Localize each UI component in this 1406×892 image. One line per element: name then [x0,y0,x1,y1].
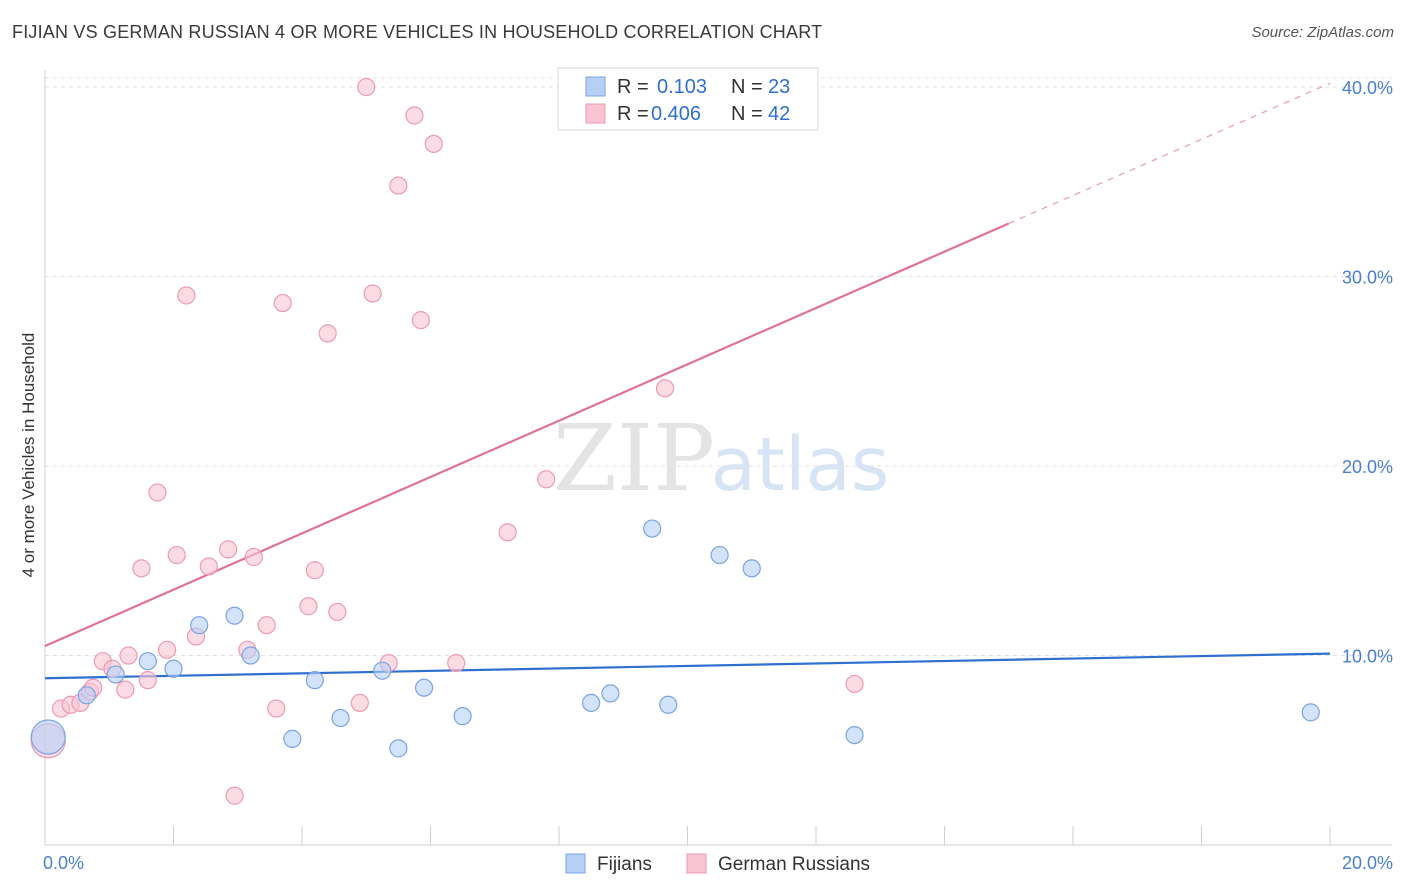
point-german-russians-31 [363,284,382,303]
point-fijians-1 [77,686,96,705]
y-tick-label-10: 10.0% [1342,647,1393,667]
point-german-russians-41 [845,674,864,694]
legend-swatch-fijians [585,76,606,97]
trend-lines [44,82,1331,680]
point-german-russians-34 [405,106,424,125]
trend-line-fijians [44,652,1331,680]
point-german-russians-12 [148,483,167,502]
point-fijians-14 [453,707,472,726]
point-fijians-11 [373,661,392,680]
point-german-russians-39 [537,470,556,489]
point-german-russians-33 [389,176,408,195]
watermark-zip: ZIP [553,405,715,512]
point-german-russians-18 [219,540,238,559]
point-fijians-19 [710,545,729,565]
legend-swatch-german-russians [585,103,606,124]
legend-n-value-german-russians: 42 [768,103,790,125]
point-fijians-3 [138,652,157,671]
watermark-atlas: atlas [711,422,890,508]
point-fijians-20 [742,559,761,578]
point-german-russians-29 [350,693,369,712]
point-german-russians-13 [157,640,177,659]
point-german-russians-37 [447,653,466,673]
point-german-russians-9 [119,646,138,665]
point-fijians-2 [106,665,125,684]
chart-title: FIJIAN VS GERMAN RUSSIAN 4 OR MORE VEHIC… [12,22,823,42]
bottom-legend: Fijians German Russians [565,853,870,875]
point-fijians-18 [659,695,678,714]
point-german-russians-14 [167,545,186,565]
point-german-russians-35 [411,311,430,330]
x-tick-label-min: 0.0% [43,853,84,873]
bottom-legend-swatch-german-russians [686,853,707,874]
bottom-legend-label-fijians: Fijians [597,854,652,875]
point-german-russians-15 [177,286,196,305]
point-german-russians-10 [132,559,151,578]
legend-r-label-german-russians: R = [617,103,649,125]
point-fijians-4 [164,659,183,678]
point-german-russians-8 [116,680,135,699]
tick-labels: 10.0% 20.0% 30.0% 40.0% 0.0% 20.0% [43,78,1393,873]
grid-lines [45,77,1392,657]
legend-r-label-fijians: R = [617,76,649,98]
bottom-legend-swatch-fijians [565,853,586,874]
y-tick-label-40: 40.0% [1342,78,1393,98]
y-tick-label-20: 20.0% [1342,457,1393,477]
chart-source: Source: ZipAtlas.com [1251,24,1394,41]
point-german-russians-36 [424,134,443,153]
legend-r-value-fijians: 0.103 [657,76,707,98]
axes [44,70,1392,846]
point-fijians-12 [389,739,408,758]
legend-n-label-fijians: N = [731,76,763,98]
legend-r-value-german-russians: 0.406 [651,103,701,125]
point-fijians-13 [414,678,434,697]
point-fijians-7 [241,646,260,665]
legend-n-value-fijians: 23 [768,76,790,98]
data-points [30,77,1320,805]
point-german-russians-40 [655,379,675,398]
point-fijians-22 [1301,703,1320,722]
point-fijians-9 [305,671,324,690]
trend-line-german-russians [44,222,1010,648]
point-fijians-10 [331,708,350,728]
point-german-russians-30 [357,77,376,97]
point-german-russians-11 [138,671,157,690]
point-fijians-21 [845,725,864,745]
legend-n-label-german-russians: N = [731,103,763,125]
point-german-russians-25 [299,597,318,616]
point-fijians-0 [30,719,66,755]
point-fijians-17 [643,519,662,538]
point-german-russians-19 [225,786,244,805]
point-german-russians-28 [328,602,347,622]
y-tick-label-30: 30.0% [1342,268,1393,288]
point-fijians-16 [601,684,620,703]
x-tick-label-max: 20.0% [1342,853,1393,873]
trend-line-german-russians-extension [1008,82,1331,225]
point-fijians-8 [283,729,302,748]
point-german-russians-24 [273,293,292,313]
y-axis-label: 4 or more Vehicles in Household [19,333,38,578]
point-german-russians-23 [267,699,286,718]
point-fijians-5 [190,616,209,635]
point-fijians-6 [225,606,244,625]
point-german-russians-22 [257,616,276,635]
legend: R = 0.103 N = 23 R = 0.406 N = 42 [557,67,819,131]
point-fijians-15 [582,693,601,712]
point-german-russians-17 [199,557,218,576]
point-german-russians-38 [498,523,517,542]
point-german-russians-26 [305,561,324,580]
point-german-russians-27 [318,324,337,343]
bottom-legend-label-german-russians: German Russians [718,854,870,875]
point-german-russians-21 [244,547,263,567]
